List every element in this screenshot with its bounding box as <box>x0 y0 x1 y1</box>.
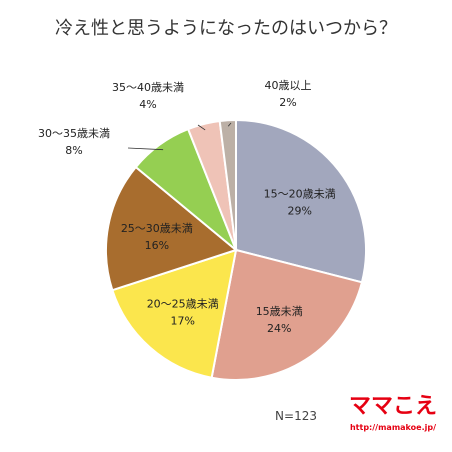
slice-value-label-6: 4% <box>139 98 156 111</box>
slice-category-label-5: 30～35歳未満 <box>38 127 110 140</box>
leader-lines <box>127 122 232 151</box>
leader-line-7 <box>227 122 232 127</box>
sample-size-note: N=123 <box>275 409 317 423</box>
slice-value-label-2: 24% <box>267 322 291 335</box>
slice-value-label-7: 2% <box>279 96 296 109</box>
brand-logo: ママこえ http://mamakoe.jp/ <box>349 394 437 432</box>
slice-category-label-1: 15～20歳未満 <box>264 188 336 201</box>
slice-value-label-3: 17% <box>170 314 194 327</box>
pie-slice-2 <box>210 248 364 381</box>
slice-category-label-4: 25～30歳未満 <box>121 222 193 235</box>
slice-value-label-5: 8% <box>65 144 82 157</box>
slice-category-label-6: 35～40歳未満 <box>112 81 184 94</box>
slice-value-label-4: 16% <box>145 239 169 252</box>
slice-category-label-3: 20～25歳未満 <box>147 297 219 310</box>
pie-slice-1 <box>235 118 367 284</box>
chart-title: 冷え性と思うようになったのはいつから？ <box>55 18 397 39</box>
pie-slice-7 <box>218 118 237 251</box>
pie-slice-3 <box>111 248 238 379</box>
pie-slices <box>105 118 367 381</box>
leader-line-6 <box>197 124 206 131</box>
slice-value-label-1: 29% <box>287 205 311 218</box>
logo-url: http://mamakoe.jp/ <box>350 423 436 432</box>
pie-slice-4 <box>105 165 239 292</box>
slice-category-label-7: 40歳以上 <box>265 79 312 92</box>
leader-line-5 <box>127 147 164 151</box>
logo-text: ママこえ <box>349 394 437 419</box>
slice-category-label-2: 15歳未満 <box>256 305 303 318</box>
pie-labels: 15～20歳未満 29% 15歳未満 24% 20～25歳未満 17% 25～30歳未満 16… <box>38 79 336 335</box>
